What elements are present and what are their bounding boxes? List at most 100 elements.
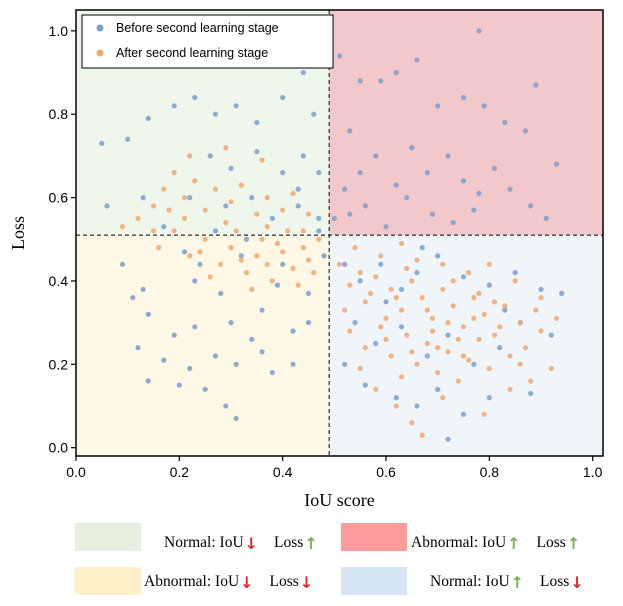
point-before	[486, 395, 492, 401]
point-after	[466, 357, 472, 363]
point-after	[352, 245, 358, 251]
point-before	[269, 215, 275, 221]
point-after	[404, 265, 410, 271]
point-before	[104, 203, 110, 209]
point-after	[259, 157, 265, 163]
point-before	[316, 170, 322, 176]
point-after	[528, 378, 534, 384]
point-after	[171, 170, 177, 176]
point-before	[393, 69, 399, 76]
point-before	[259, 349, 265, 355]
point-before	[424, 353, 430, 359]
point-after	[150, 228, 157, 234]
point-before	[125, 136, 131, 142]
point-after	[522, 345, 529, 351]
point-after	[181, 195, 188, 201]
point-before	[393, 182, 399, 188]
key-loss-label: Loss	[274, 534, 304, 551]
key-abnormal-low-iou: Abnormal: IoU ↓ Loss ↓	[144, 572, 313, 592]
point-before	[331, 215, 337, 221]
point-after	[497, 324, 503, 330]
x-tick-label: 1.0	[583, 464, 603, 480]
point-before	[435, 386, 441, 392]
point-after	[280, 249, 286, 255]
arrow-down-icon: ↓	[570, 572, 584, 592]
point-before	[181, 249, 188, 255]
point-after	[440, 286, 446, 292]
point-before	[507, 186, 513, 192]
point-after	[512, 278, 518, 284]
key-label: Abnormal: IoU	[144, 573, 240, 590]
arrow-down-icon: ↓	[299, 572, 314, 592]
point-before	[192, 94, 198, 101]
point-after	[409, 349, 415, 355]
point-before	[145, 115, 151, 121]
point-after	[517, 320, 523, 326]
key-swatch-normal-high-iou	[341, 567, 407, 595]
key-loss-label: Loss	[269, 573, 299, 590]
point-before	[187, 195, 193, 201]
point-before	[212, 111, 219, 117]
point-after	[383, 336, 389, 342]
point-after	[311, 270, 317, 276]
point-after	[404, 332, 410, 338]
point-after	[228, 245, 234, 251]
point-after	[445, 349, 451, 355]
y-tick-label: 1.0	[49, 23, 69, 39]
point-before	[362, 203, 368, 209]
point-before	[476, 28, 482, 34]
point-before	[352, 320, 358, 326]
point-before	[233, 415, 239, 422]
point-after	[264, 195, 270, 201]
point-before	[202, 386, 208, 392]
point-before	[398, 286, 405, 292]
point-before	[476, 190, 482, 196]
point-after	[507, 386, 513, 392]
point-after	[476, 290, 482, 296]
point-before	[460, 274, 467, 280]
point-after	[450, 278, 456, 284]
point-before	[254, 149, 260, 155]
point-before	[207, 153, 213, 159]
key-loss-label: Loss	[536, 534, 566, 551]
point-after	[538, 295, 544, 301]
point-before	[378, 78, 384, 84]
point-before	[119, 261, 126, 267]
point-before	[414, 270, 420, 276]
point-after	[517, 361, 523, 367]
point-before	[347, 128, 353, 134]
arrow-up-icon: ↑	[507, 533, 521, 553]
point-before	[300, 153, 306, 159]
legend-marker-after	[96, 49, 104, 57]
point-before	[269, 370, 275, 376]
point-after	[202, 236, 208, 242]
y-tick-label: 0.6	[49, 190, 69, 206]
point-before	[290, 328, 296, 334]
point-before	[171, 332, 177, 338]
point-after	[553, 315, 560, 321]
x-tick-label: 0.2	[170, 464, 190, 480]
point-after	[223, 220, 229, 226]
point-after	[398, 307, 405, 313]
point-before	[243, 236, 250, 242]
point-before	[140, 286, 146, 292]
point-after	[481, 311, 487, 317]
point-after	[414, 361, 420, 367]
point-after	[187, 153, 193, 159]
point-before	[538, 286, 544, 292]
point-before	[249, 195, 255, 201]
point-after	[548, 365, 554, 372]
point-before	[543, 215, 549, 221]
point-after	[119, 224, 126, 230]
point-before	[212, 228, 219, 234]
point-before	[522, 128, 529, 134]
point-after	[460, 353, 467, 359]
point-before	[409, 145, 415, 151]
point-after	[269, 278, 275, 284]
point-after	[373, 274, 379, 280]
point-before	[290, 361, 296, 367]
legend: Before second learning stage After secon…	[81, 14, 334, 69]
point-after	[502, 303, 508, 309]
legend-box	[81, 14, 334, 69]
point-after	[238, 257, 244, 263]
